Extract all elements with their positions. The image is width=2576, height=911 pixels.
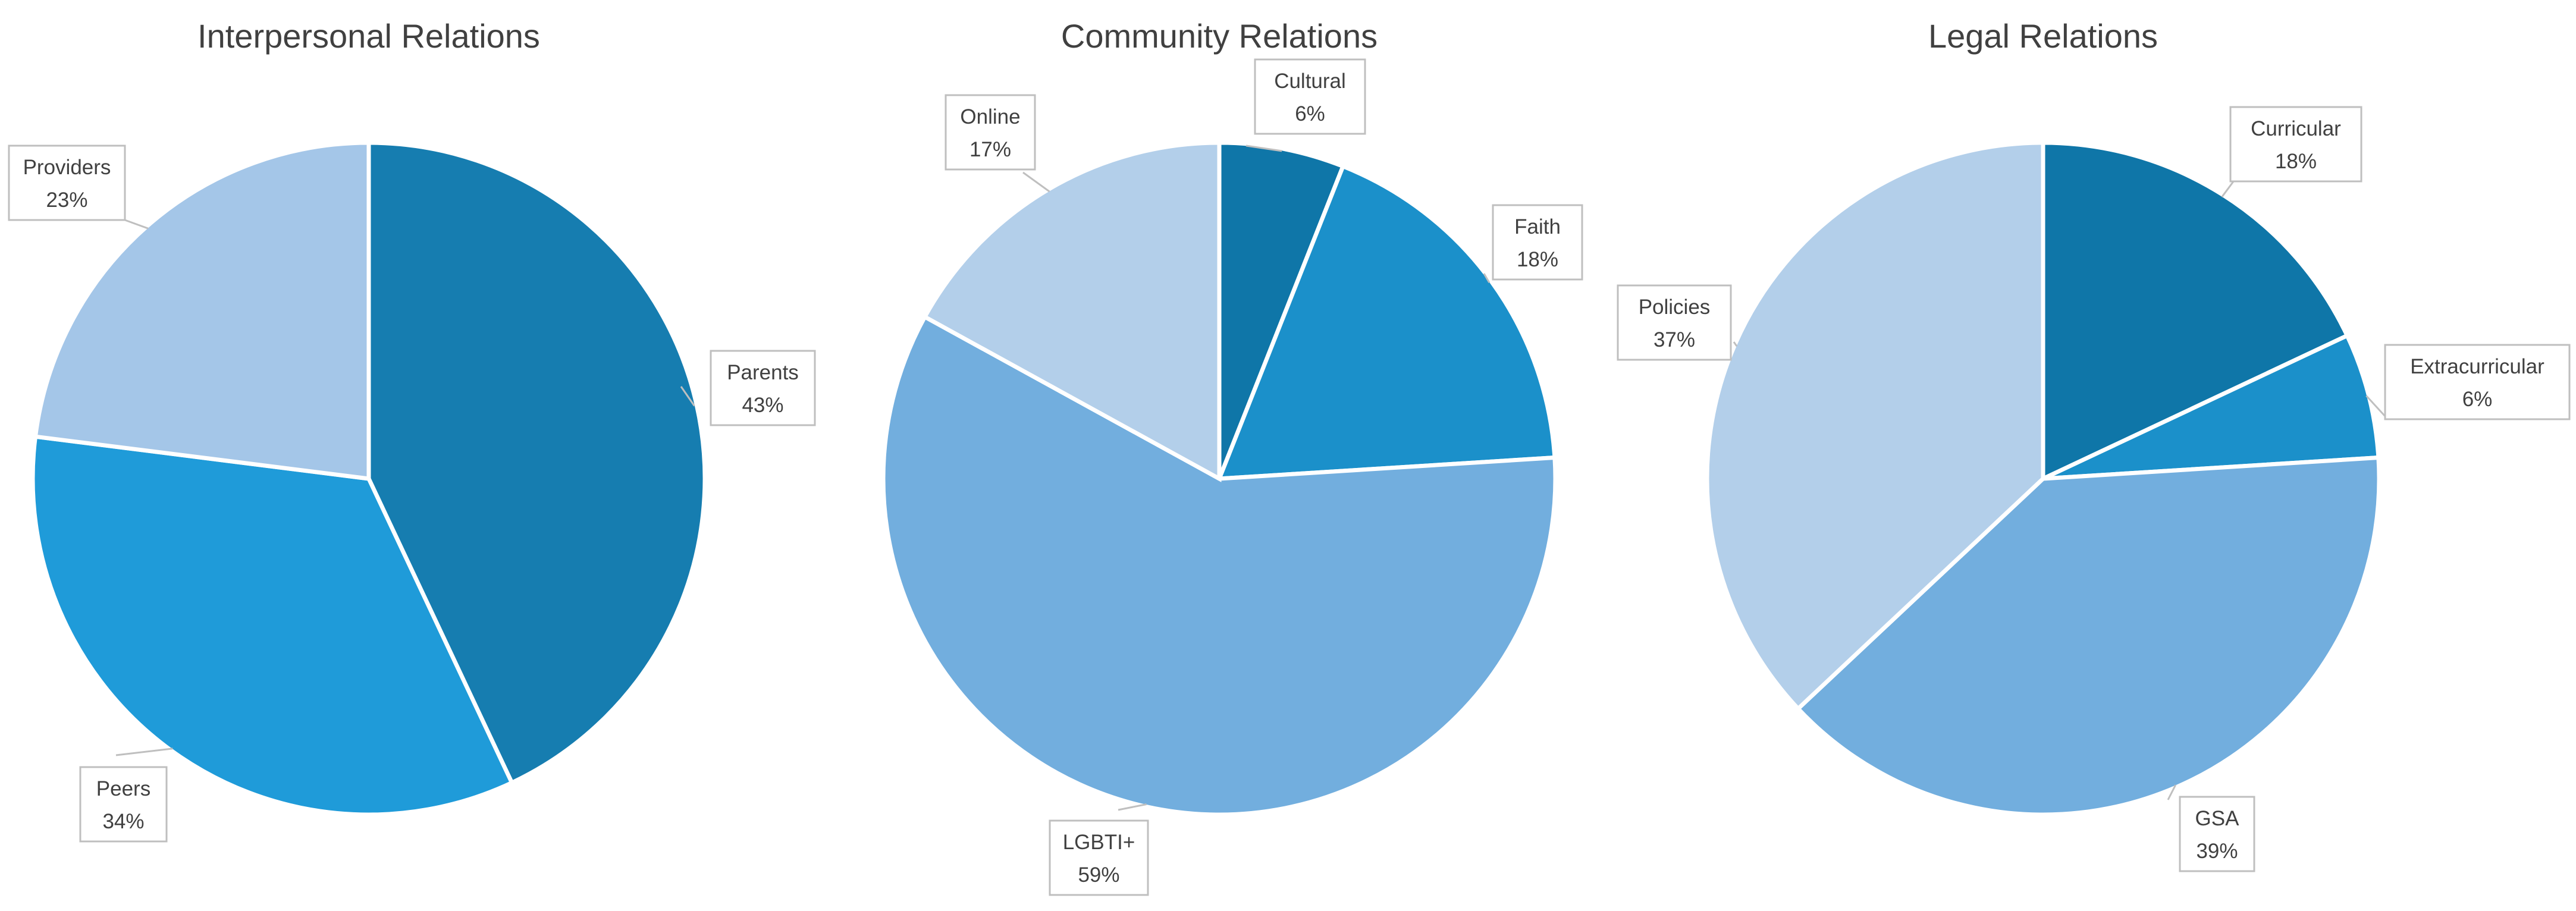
data-label-box (79, 766, 168, 843)
leader-line (1022, 171, 1050, 193)
data-label-percent: 39% (2196, 840, 2238, 863)
pie-slice-cultural (1217, 140, 1346, 480)
data-label-category: Online (960, 105, 1020, 128)
data-label-percent: 6% (1295, 102, 1325, 125)
leader-line (2365, 395, 2386, 417)
pie-slice-parents (366, 140, 707, 786)
chart-title: Legal Relations (1928, 17, 2158, 55)
data-label-box (1049, 819, 1149, 896)
pie-slice-extracurricular (2042, 332, 2381, 481)
data-label-percent: 34% (102, 810, 144, 833)
data-label-percent: 18% (2275, 150, 2317, 173)
data-label-percent: 18% (1517, 248, 1558, 271)
legal-relations-pie: Legal Relations Curricular 18% Extracurric… (1617, 17, 2571, 872)
data-label-category: Curricular (2251, 117, 2341, 140)
data-label-category: Cultural (1274, 70, 1346, 93)
pie-slice-peers (30, 434, 515, 817)
data-label-box (2179, 796, 2255, 872)
leader-line (1118, 803, 1147, 811)
data-label-box (1617, 284, 1732, 361)
interpersonal-relations-pie: Interpersonal Relations Parents 43% Peers 3… (8, 17, 816, 843)
chart-title: Community Relations (1061, 17, 1378, 55)
leader-line (115, 747, 173, 756)
community-relations-pie: Community Relations Cultural 6% Faith 18% LG… (881, 17, 1583, 896)
data-label-box (1254, 58, 1366, 135)
data-label-box (2229, 106, 2362, 183)
pie-slice-gsa (1795, 455, 2382, 817)
leader-line (2167, 784, 2177, 800)
data-label-category: Providers (23, 156, 111, 179)
pie-slice-lgbti (881, 314, 1558, 817)
data-label-box (2384, 344, 2571, 420)
pie-slice-policies (1705, 140, 2045, 712)
pie-slice-providers (33, 140, 371, 481)
data-label-box (1492, 204, 1583, 281)
chart-title: Interpersonal Relations (197, 17, 540, 55)
data-label-category: Extracurricular (2410, 355, 2544, 378)
data-label-category: LGBTI+ (1063, 831, 1135, 854)
data-label-category: Peers (96, 777, 150, 800)
data-label-percent: 23% (46, 189, 87, 212)
leader-line (1733, 341, 1738, 347)
data-label-box (8, 144, 126, 221)
data-label-percent: 6% (2462, 388, 2493, 411)
leader-line (680, 386, 695, 407)
data-label-category: Policies (1639, 296, 1711, 319)
data-label-percent: 37% (1653, 328, 1695, 351)
data-label-percent: 59% (1078, 863, 1119, 887)
leader-line (124, 219, 149, 230)
data-label-box (710, 350, 816, 426)
data-label-percent: 43% (742, 394, 783, 417)
pie-slice-faith (1216, 164, 1557, 481)
data-label-percent: 17% (969, 138, 1011, 161)
leader-line (1245, 144, 1282, 152)
pie-slice-online (922, 140, 1222, 482)
leader-line (1483, 273, 1491, 284)
data-label-category: GSA (2195, 807, 2240, 830)
data-label-box (945, 94, 1036, 171)
data-label-category: Faith (1514, 215, 1561, 238)
data-label-category: Parents (727, 361, 799, 384)
